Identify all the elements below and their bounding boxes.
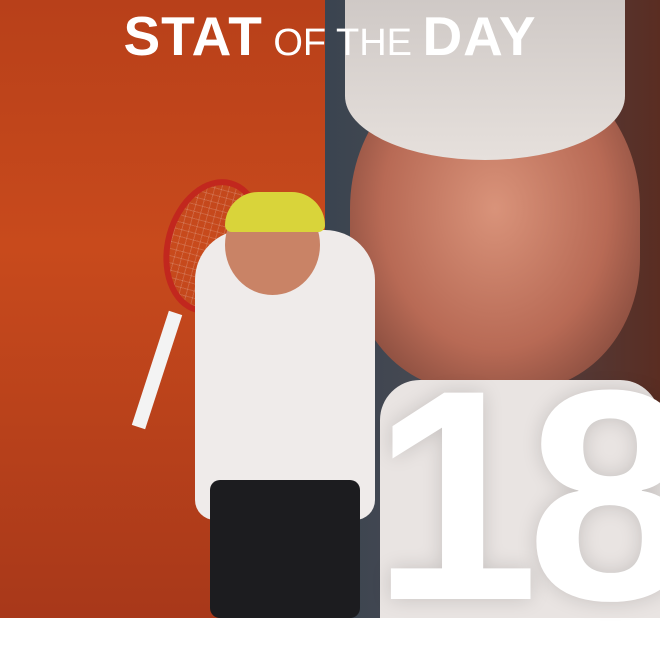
player-closeup-shirt bbox=[380, 380, 660, 618]
headline-day: DAY bbox=[422, 5, 537, 67]
headline: STAT OF THE DAY bbox=[0, 4, 660, 68]
player-action-shorts bbox=[210, 480, 360, 618]
headline-of-the: OF THE bbox=[273, 22, 412, 64]
headline-stat: STAT bbox=[123, 5, 263, 67]
stat-number: 18 bbox=[372, 327, 660, 663]
player-closeup-cap bbox=[345, 0, 625, 160]
player-action-cap bbox=[225, 192, 325, 232]
